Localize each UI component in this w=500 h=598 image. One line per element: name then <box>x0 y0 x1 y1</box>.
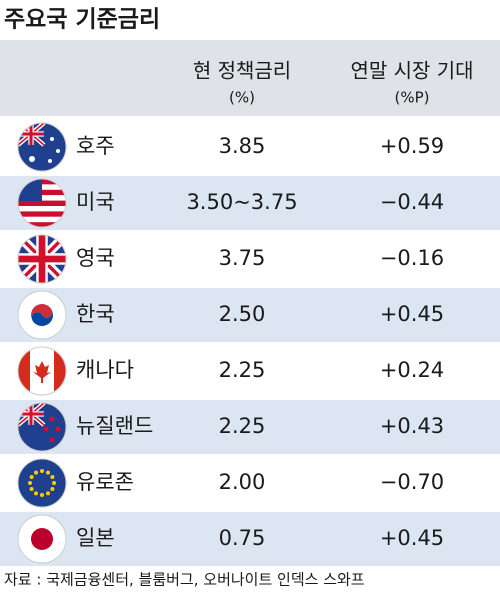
flag-icon <box>18 403 66 451</box>
flag-star <box>34 470 38 475</box>
flag-part <box>29 403 33 425</box>
flag-part <box>33 361 51 383</box>
flag-part <box>18 200 66 206</box>
flag-star <box>50 487 55 491</box>
flag-border <box>17 402 67 452</box>
policy-rate: 3.85 <box>219 134 266 158</box>
column-header: 현 정책금리 <box>193 59 291 83</box>
flag-star <box>49 416 55 422</box>
flag-star <box>28 481 32 485</box>
row-band <box>0 344 500 398</box>
market-expectation: −0.16 <box>380 246 444 270</box>
flag-star <box>49 437 55 443</box>
flag-star <box>40 469 44 473</box>
policy-rate: 3.75 <box>219 246 266 270</box>
flag-icon <box>18 291 66 339</box>
flag-part <box>18 459 66 507</box>
flag-part <box>38 235 46 283</box>
flag-star <box>43 426 49 432</box>
country-name: 일본 <box>76 526 115 550</box>
flag-star <box>48 159 52 163</box>
flag-part <box>31 309 53 326</box>
policy-rate: 2.25 <box>219 358 266 382</box>
flag-border <box>17 178 67 228</box>
row-band <box>0 176 500 230</box>
country-name: 호주 <box>76 134 115 158</box>
country-name: 뉴질랜드 <box>76 414 153 438</box>
country-name: 유로존 <box>76 470 134 494</box>
flag-star <box>46 491 50 496</box>
market-expectation: +0.45 <box>380 526 444 550</box>
flag-star <box>29 475 34 479</box>
flag-part <box>29 123 33 145</box>
market-expectation: −0.44 <box>380 190 444 214</box>
market-expectation: +0.59 <box>380 134 444 158</box>
flag-part <box>18 206 66 212</box>
flag-star <box>29 487 34 491</box>
row-band <box>0 288 500 342</box>
country-name: 미국 <box>76 190 115 214</box>
header-band <box>0 40 500 116</box>
flag-part <box>18 222 66 227</box>
column-unit: (%P) <box>394 89 429 107</box>
policy-rate: 2.00 <box>219 470 266 494</box>
country-name: 캐나다 <box>76 358 134 382</box>
flag-part <box>18 211 66 217</box>
source: 자료 : 국제금융센터, 블룸버그, 오버나이트 인덱스 스와프 <box>4 571 365 589</box>
flag-border <box>17 122 67 172</box>
flag-border <box>17 234 67 284</box>
policy-rate: 2.25 <box>219 414 266 438</box>
flag-star <box>50 475 55 479</box>
flag-part <box>18 216 66 223</box>
column-unit: (%) <box>229 89 255 107</box>
policy-rate: 2.50 <box>219 302 266 326</box>
policy-rate: 0.75 <box>219 526 266 550</box>
flag-border <box>17 346 67 396</box>
flag-border <box>17 290 67 340</box>
row-band <box>0 456 500 510</box>
flag-icon <box>18 123 66 171</box>
market-expectation: +0.45 <box>380 302 444 326</box>
row-band <box>0 232 500 286</box>
flag-star <box>52 481 56 485</box>
flag-star <box>56 149 60 153</box>
flag-icon <box>18 515 66 563</box>
country-name: 영국 <box>76 246 115 270</box>
policy-rate: 3.50~3.75 <box>186 190 297 214</box>
column-header: 연말 시장 기대 <box>350 59 473 83</box>
row-band <box>0 400 500 454</box>
row-band <box>0 120 500 174</box>
flag-border <box>17 458 67 508</box>
flag-star <box>34 491 38 496</box>
flag-icon <box>18 235 66 283</box>
flag-star <box>55 426 61 432</box>
flag-part <box>31 528 53 550</box>
title: 주요국 기준금리 <box>4 7 160 33</box>
flag-border <box>17 514 67 564</box>
market-expectation: −0.70 <box>380 470 444 494</box>
market-expectation: +0.43 <box>380 414 444 438</box>
flag-star <box>50 137 54 141</box>
flag-part <box>31 304 53 321</box>
flag-star <box>40 493 44 497</box>
flag-star <box>46 470 50 475</box>
flag-icon <box>18 459 66 507</box>
market-expectation: +0.24 <box>380 358 444 382</box>
row-band <box>0 512 500 566</box>
country-name: 한국 <box>76 302 115 326</box>
flag-star <box>29 156 35 162</box>
